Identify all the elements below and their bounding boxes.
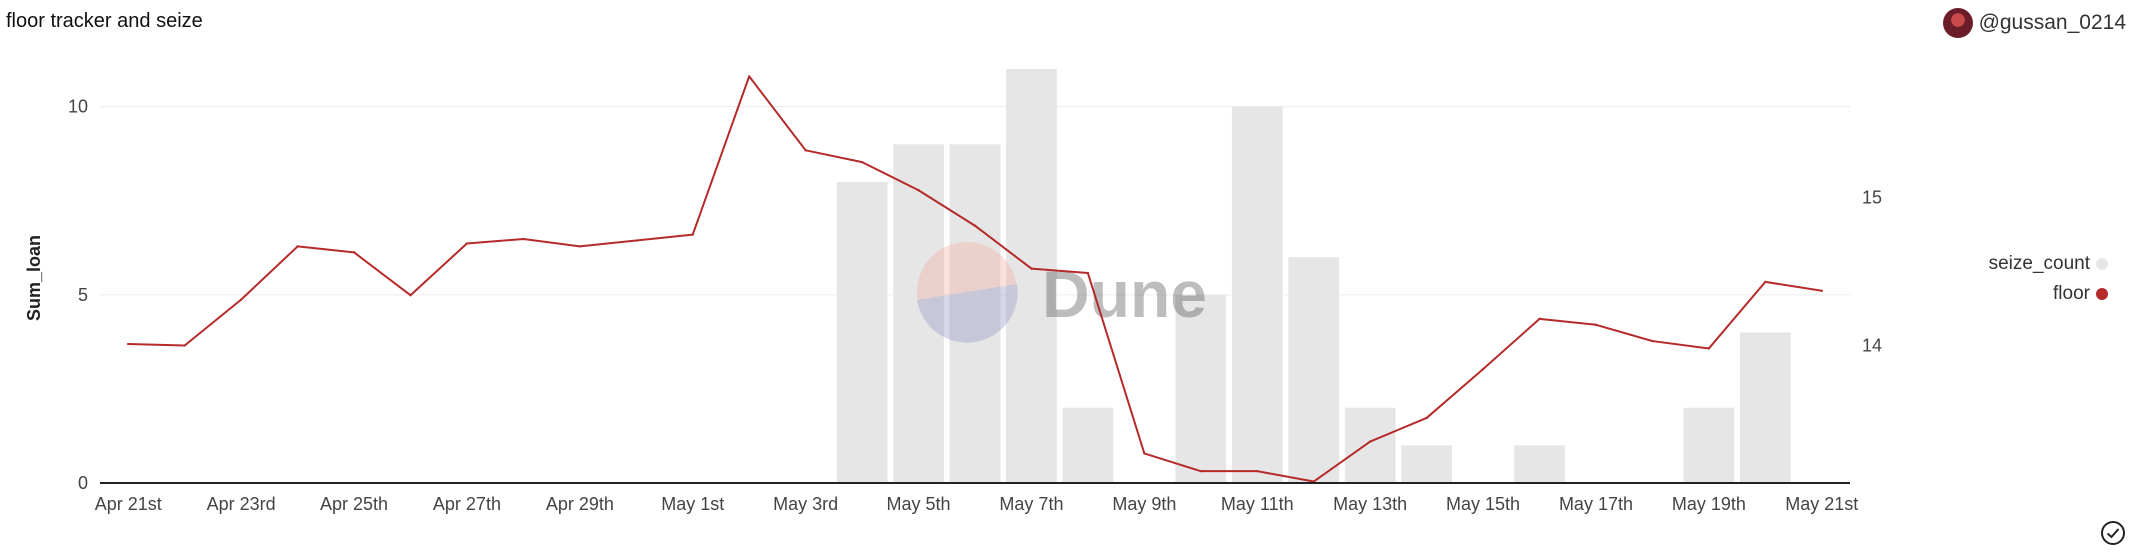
floor-point [409, 294, 412, 297]
floor-point [747, 75, 751, 78]
floor-point [804, 149, 807, 152]
bar [1683, 407, 1735, 483]
author-badge[interactable]: @gussan_0214 [1942, 8, 2126, 38]
bar [1514, 445, 1565, 483]
bar [1288, 257, 1340, 483]
author-name[interactable]: @gussan_0214 [1978, 11, 2126, 34]
x-tick-label: Apr 25th [320, 494, 388, 514]
y-left-tick-label: 10 [68, 97, 88, 117]
floor-point [1086, 271, 1090, 275]
floor-point [1707, 347, 1711, 350]
floor-point [1143, 452, 1146, 455]
y-axis-title: Sum_loan [24, 235, 44, 321]
x-tick-label: May 21st [1785, 494, 1858, 514]
axes: 0 5 10 14 15 Apr 21st Apr 23rd Apr 25th Apr 27th… [68, 97, 1882, 514]
bar [1231, 106, 1283, 484]
floor-point [1425, 416, 1428, 420]
floor-point [1651, 339, 1654, 343]
floor-point [127, 342, 130, 346]
y-left-tick-label: 0 [78, 473, 88, 493]
legend-swatch-seize-count [2096, 258, 2108, 270]
legend-label-floor: floor [2053, 283, 2090, 304]
floor-point [635, 239, 638, 242]
floor-point [1030, 267, 1033, 270]
floor-point [183, 344, 186, 347]
floor-point [352, 251, 356, 254]
legend: seize_count floor [1989, 249, 2108, 309]
floor-point [1199, 469, 1203, 473]
avatar [1942, 8, 1973, 38]
floor-point [860, 160, 864, 164]
bar [1401, 445, 1453, 483]
x-tick-label: May 7th [999, 494, 1063, 514]
watermark-text: Dune [1042, 257, 1207, 331]
x-tick-label: May 3rd [773, 494, 838, 514]
chart-title: floor tracker and seize [6, 10, 203, 32]
floor-point [1820, 289, 1823, 292]
legend-label-seize-count: seize_count [1988, 253, 2090, 274]
x-tick-label: May 17th [1559, 494, 1633, 514]
floor-point [1481, 367, 1485, 371]
bar [1006, 69, 1057, 483]
x-tick-label: May 13th [1333, 494, 1407, 514]
watermark-logo-bottom [917, 284, 1018, 343]
legend-item-seize-count[interactable]: seize_count [1989, 249, 2108, 279]
x-tick-label: May 1st [661, 494, 724, 514]
floor-point [522, 237, 525, 241]
x-tick-label: Apr 21st [95, 494, 162, 514]
bar [1739, 332, 1791, 483]
bar [949, 144, 1001, 484]
y-right-tick-label: 14 [1862, 335, 1882, 355]
floor-point [973, 224, 977, 227]
x-tick-label: May 15th [1446, 494, 1520, 514]
floor-point [1368, 440, 1372, 443]
x-tick-label: May 5th [887, 494, 951, 514]
x-tick-label: May 11th [1221, 494, 1294, 514]
floor-point [1594, 323, 1598, 326]
floor-point [296, 245, 299, 248]
x-tick-label: Apr 29th [546, 494, 614, 514]
bar [1344, 407, 1396, 483]
dune-watermark: Dune [917, 242, 1207, 343]
bar [1062, 407, 1114, 483]
floor-point [917, 189, 920, 192]
watermark-logo-top [917, 242, 1017, 342]
line-series [127, 75, 1823, 483]
floor-point [691, 233, 694, 236]
floor-point [1764, 280, 1767, 284]
x-tick-label: Apr 23rd [207, 494, 276, 514]
x-tick-label: Apr 27th [433, 494, 501, 514]
checkmark-icon[interactable] [2100, 520, 2126, 546]
bar [836, 181, 888, 483]
legend-swatch-floor [2096, 288, 2108, 300]
y-left-tick-label: 5 [78, 285, 88, 305]
x-tick-label: May 9th [1112, 494, 1176, 514]
floor-point [1256, 469, 1259, 473]
y-right-tick-label: 15 [1862, 188, 1882, 208]
floor-point [239, 298, 243, 301]
bar [1175, 294, 1227, 483]
floor-point [578, 245, 582, 248]
floor-point [1538, 317, 1541, 321]
floor-point [465, 242, 469, 245]
legend-item-floor[interactable]: floor [1989, 279, 2108, 309]
x-tick-label: May 19th [1672, 494, 1746, 514]
